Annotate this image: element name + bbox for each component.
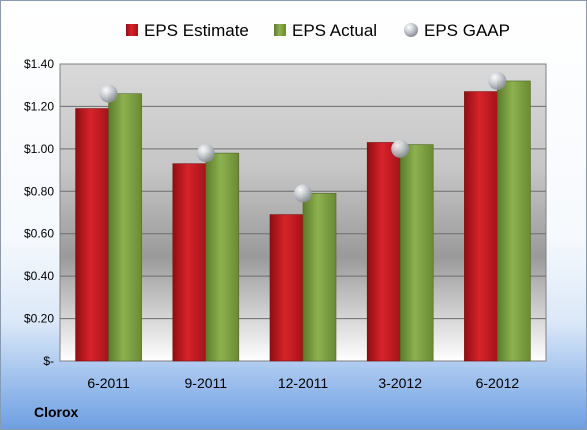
y-tick-label: $0.60 xyxy=(24,227,54,241)
y-tick-label: $1.40 xyxy=(24,57,54,71)
y-tick-label: $0.40 xyxy=(24,269,54,283)
y-tick-label: $0.80 xyxy=(24,184,54,198)
marker-eps-gaap xyxy=(488,71,507,90)
marker-eps-gaap xyxy=(99,84,118,103)
x-category-label: 3-2012 xyxy=(378,375,422,391)
y-tick-label: $1.20 xyxy=(24,99,54,113)
y-tick-label: $1.00 xyxy=(24,142,54,156)
legend-label: EPS Actual xyxy=(292,21,377,40)
bar-eps-estimate xyxy=(269,214,304,362)
bar-eps-actual xyxy=(497,80,531,362)
legend-label: EPS Estimate xyxy=(144,21,249,40)
legend-label: EPS GAAP xyxy=(424,21,510,40)
bar-eps-estimate xyxy=(366,142,401,362)
marker-eps-gaap xyxy=(196,144,215,163)
marker-eps-gaap xyxy=(294,184,312,203)
marker-eps-gaap xyxy=(391,139,410,158)
bar-eps-estimate xyxy=(75,108,109,362)
bar-eps-actual xyxy=(399,144,434,362)
legend-swatch xyxy=(126,24,138,36)
x-category-label: 6-2012 xyxy=(476,375,520,391)
x-category-label: 6-2011 xyxy=(87,375,130,391)
y-tick-label: $- xyxy=(43,354,54,368)
legend-swatch xyxy=(404,23,418,37)
bar-eps-actual xyxy=(205,152,240,362)
x-category-label: 9-2011 xyxy=(185,375,228,391)
bar-eps-estimate xyxy=(172,163,207,362)
bar-eps-actual xyxy=(108,93,142,362)
x-category-label: 12-2011 xyxy=(278,375,329,391)
y-tick-label: $0.20 xyxy=(24,312,54,326)
bar-eps-actual xyxy=(302,193,337,362)
legend-swatch xyxy=(274,24,286,36)
company-label: Clorox xyxy=(34,404,79,420)
bar-eps-estimate xyxy=(464,91,498,362)
